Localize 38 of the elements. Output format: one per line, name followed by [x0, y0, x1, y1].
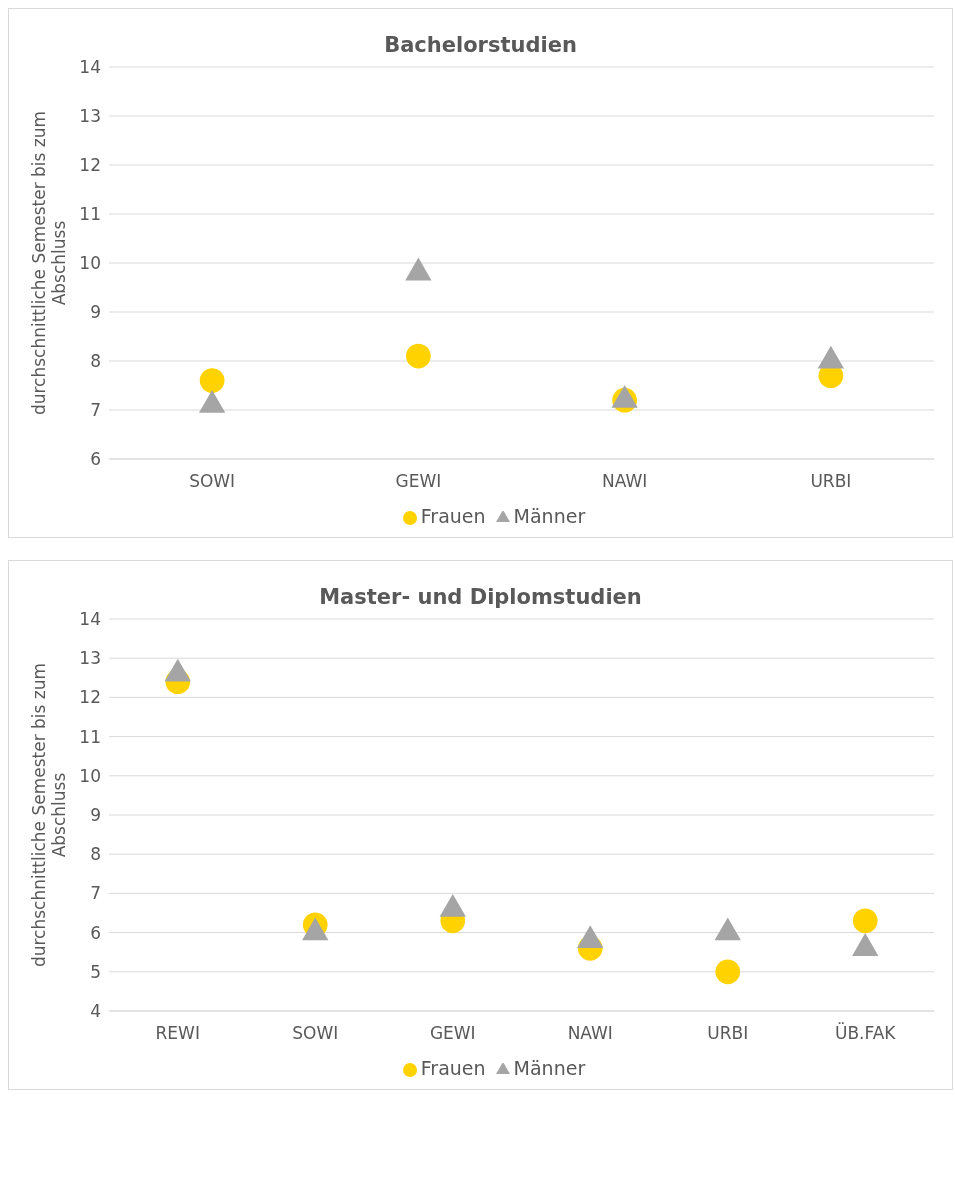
y-tick-label: 9: [90, 805, 101, 826]
legend-label: Männer: [513, 505, 586, 527]
y-tick-label: 10: [79, 765, 101, 786]
x-tick-label: ÜB.FAK: [834, 1022, 897, 1044]
x-tick-label: URBI: [810, 471, 852, 492]
y-tick-label: 12: [79, 155, 101, 176]
x-tick-label: REWI: [155, 1023, 200, 1044]
legend-label: Frauen: [420, 1057, 486, 1079]
x-tick-label: GEWI: [395, 471, 442, 492]
legend-label: Männer: [513, 1057, 586, 1079]
y-tick-label: 13: [79, 106, 101, 127]
y-tick-label: 9: [90, 302, 101, 323]
y-tick-label: 7: [90, 400, 101, 421]
y-tick-label: 10: [79, 253, 101, 274]
x-tick-label: SOWI: [189, 471, 236, 492]
y-tick-label: 7: [90, 883, 101, 904]
y-tick-label: 6: [90, 449, 101, 470]
legend-label: Frauen: [420, 505, 486, 527]
x-tick-label: GEWI: [429, 1023, 476, 1044]
y-tick-label: 14: [79, 609, 101, 630]
y-tick-label: 13: [79, 648, 101, 669]
x-tick-label: NAWI: [602, 471, 648, 492]
y-tick-label: 5: [90, 961, 101, 982]
y-tick-label: 6: [90, 922, 101, 943]
x-tick-label: URBI: [707, 1023, 749, 1044]
y-tick-label: 8: [90, 351, 101, 372]
chart-title: Master- und Diplomstudien: [318, 584, 643, 609]
y-tick-label: 14: [79, 57, 101, 78]
y-axis-title: durchschnittliche Semester bis zum Abschluss: [29, 662, 69, 968]
y-tick-label: 12: [79, 687, 101, 708]
y-axis-title: durchschnittliche Semester bis zum Abschluss: [29, 110, 69, 416]
x-tick-label: NAWI: [567, 1023, 613, 1044]
chart-title: Bachelorstudien: [383, 32, 578, 57]
y-tick-label: 4: [90, 1001, 101, 1022]
x-tick-label: SOWI: [292, 1023, 339, 1044]
y-tick-label: 11: [79, 204, 101, 225]
y-tick-label: 11: [79, 726, 101, 747]
y-tick-label: 8: [90, 844, 101, 865]
